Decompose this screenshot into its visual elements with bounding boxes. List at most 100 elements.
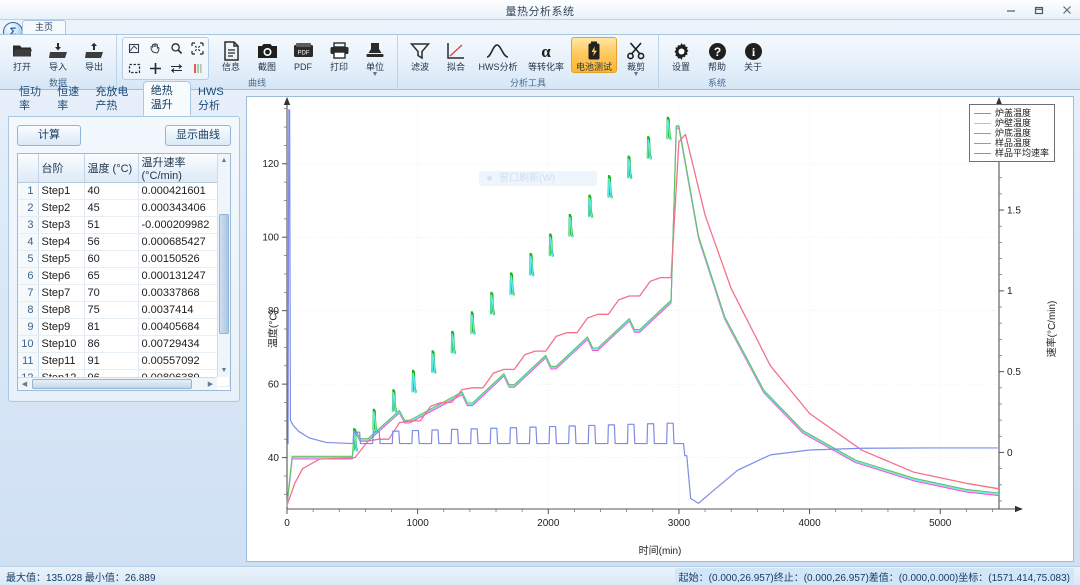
table-row[interactable]: 11 Step11 91 0.00557092	[18, 352, 230, 370]
exotherm-spike-wall	[470, 314, 476, 336]
fit-screen-icon[interactable]	[187, 39, 207, 58]
import-button[interactable]: 导入	[41, 37, 75, 73]
ribbon-tab-strip: Σ 主页	[0, 20, 1080, 42]
filter-button[interactable]: 滤波	[403, 37, 437, 73]
y-tick-label: 60	[268, 380, 280, 391]
cell-rate: 0.000685427	[138, 233, 230, 251]
maximize-button[interactable]	[1032, 3, 1046, 17]
column-header-step: 台阶	[38, 154, 85, 183]
table-row[interactable]: 8 Step8 75 0.0037414	[18, 301, 230, 319]
magnifier-icon[interactable]	[166, 39, 186, 58]
chart-panel[interactable]: 40608010012000.511.520100020003000400050…	[246, 96, 1074, 562]
isoconversion-button[interactable]: α 等转化率	[523, 37, 569, 73]
help-button[interactable]: ? 帮助	[700, 37, 734, 73]
import-button-label: 导入	[48, 62, 67, 72]
color-bars-icon[interactable]	[187, 59, 207, 78]
unit-button[interactable]: 单位 ▼	[358, 37, 392, 79]
table-row[interactable]: 10 Step10 86 0.00729434	[18, 335, 230, 353]
swap-axis-icon[interactable]	[166, 59, 186, 78]
cell-step: Step7	[38, 284, 85, 302]
select-rect-icon[interactable]	[124, 59, 144, 78]
ribbon-tab-home[interactable]: 主页	[22, 20, 66, 35]
table-vertical-scrollbar[interactable]: ▲ ▼	[217, 154, 230, 377]
battery-test-button[interactable]: 电池测试	[571, 37, 617, 73]
about-button[interactable]: i 关于	[736, 37, 770, 73]
row-number: 6	[18, 267, 39, 285]
ribbon-group-curve: 信息 截图 PDF PDF	[117, 35, 398, 91]
tab-constant-power[interactable]: 恒功率	[19, 86, 41, 112]
scroll-down-icon[interactable]: ▼	[220, 367, 228, 374]
hws-analysis-button[interactable]: HWS分析	[475, 37, 521, 73]
cell-step: Step3	[38, 216, 85, 234]
open-button[interactable]: 打开	[5, 37, 39, 73]
import-icon	[48, 40, 69, 62]
table-row[interactable]: 6 Step6 65 0.000131247	[18, 267, 230, 285]
table-row[interactable]: 1 Step1 40 0.000421601	[18, 182, 230, 200]
printer-icon	[329, 40, 350, 62]
step-table-container[interactable]: 台阶 温度 (°C) 温升速率 (°C/min) 1 Step1 40 0.00042…	[17, 153, 231, 391]
row-number: 5	[18, 250, 39, 268]
table-row[interactable]: 4 Step4 56 0.000685427	[18, 233, 230, 251]
crop-button[interactable]: 裁剪 ▼	[619, 37, 653, 79]
table-horizontal-scrollbar[interactable]: ◀ ▶	[18, 377, 217, 390]
exotherm-spike-wall	[451, 333, 456, 355]
ghost-menu-bullet-icon	[487, 176, 492, 181]
legend-item: 炉底温度	[973, 128, 1049, 138]
cell-temperature: 45	[84, 199, 139, 217]
fit-button[interactable]: 拟合	[439, 37, 473, 73]
ribbon-group-system-label: 系统	[707, 78, 726, 88]
print-button-label: 打印	[329, 62, 348, 72]
tab-constant-rate[interactable]: 恒速率	[57, 86, 80, 112]
ribbon-group-data-label: 数据	[48, 78, 67, 88]
minimize-button[interactable]	[1004, 3, 1018, 17]
cell-temperature: 60	[84, 250, 139, 268]
table-row[interactable]: 2 Step2 45 0.000343406	[18, 199, 230, 217]
table-row[interactable]: 7 Step7 70 0.00337868	[18, 284, 230, 302]
table-row[interactable]: 5 Step5 60 0.00150526	[18, 250, 230, 268]
export-button[interactable]: 导出	[77, 37, 111, 73]
x-tick-label: 5000	[929, 518, 952, 529]
ribbon-group-curve-label: 曲线	[247, 78, 266, 88]
print-button[interactable]: 打印	[322, 37, 356, 73]
vertical-scroll-thumb[interactable]	[219, 214, 229, 334]
close-button[interactable]	[1060, 3, 1074, 17]
legend-label: 样品平均速率	[994, 148, 1049, 158]
tab-hws-analysis[interactable]: HWS分析	[198, 86, 224, 112]
legend-swatch-icon	[973, 152, 991, 154]
pdf-icon: PDF	[293, 40, 314, 62]
chart-canvas[interactable]: 40608010012000.511.520100020003000400050…	[247, 97, 1073, 561]
scroll-left-icon[interactable]: ◀	[21, 381, 28, 388]
ghost-menu-label: 窗口刷新(W)	[499, 173, 556, 184]
region-zoom-icon[interactable]	[124, 39, 144, 58]
screenshot-button[interactable]: 截图	[250, 37, 284, 73]
tab-adiabatic-temperature-rise[interactable]: 绝热温升	[142, 81, 192, 116]
pdf-button[interactable]: PDF PDF	[286, 37, 320, 73]
table-row[interactable]: 9 Step9 81 0.00405684	[18, 318, 230, 336]
crosshair-icon[interactable]	[145, 59, 165, 78]
scroll-right-icon[interactable]: ▶	[207, 381, 214, 388]
info-button[interactable]: 信息	[214, 37, 248, 73]
y2-tick-label: 1	[1007, 286, 1013, 297]
y2-axis-arrow-icon	[995, 97, 1003, 105]
tab-charge-discharge-heat[interactable]: 充放电产热	[95, 86, 129, 112]
exotherm-spike-wall	[529, 255, 535, 277]
cell-rate: 0.00729434	[138, 335, 230, 353]
x-tick-label: 1000	[407, 518, 430, 529]
show-curve-button[interactable]: 显示曲线	[165, 125, 231, 146]
row-number: 4	[18, 233, 39, 251]
pan-hand-icon[interactable]	[145, 39, 165, 58]
x-axis-arrow-icon	[1015, 505, 1023, 513]
settings-button[interactable]: 设置	[664, 37, 698, 73]
scroll-up-icon[interactable]: ▲	[220, 157, 228, 164]
crop-dropdown-caret-icon[interactable]: ▼	[632, 71, 640, 78]
horizontal-scroll-thumb[interactable]	[32, 379, 192, 389]
table-row[interactable]: 3 Step3 51 -0.000209982	[18, 216, 230, 234]
ribbon-group-analysis: 滤波 拟合 HWS分析 α	[398, 35, 659, 91]
unit-dropdown-caret-icon[interactable]: ▼	[371, 71, 379, 78]
calculate-button[interactable]: 计算	[17, 125, 81, 146]
cell-rate: 0.00150526	[138, 250, 230, 268]
series-average-rate	[287, 109, 998, 504]
cell-step: Step10	[38, 335, 85, 353]
hws-peak-icon	[486, 40, 510, 62]
left-panel: 恒功率 恒速率 充放电产热 绝热温升 HWS分析 计算 显示曲线 台阶 温度 (…	[8, 81, 240, 402]
